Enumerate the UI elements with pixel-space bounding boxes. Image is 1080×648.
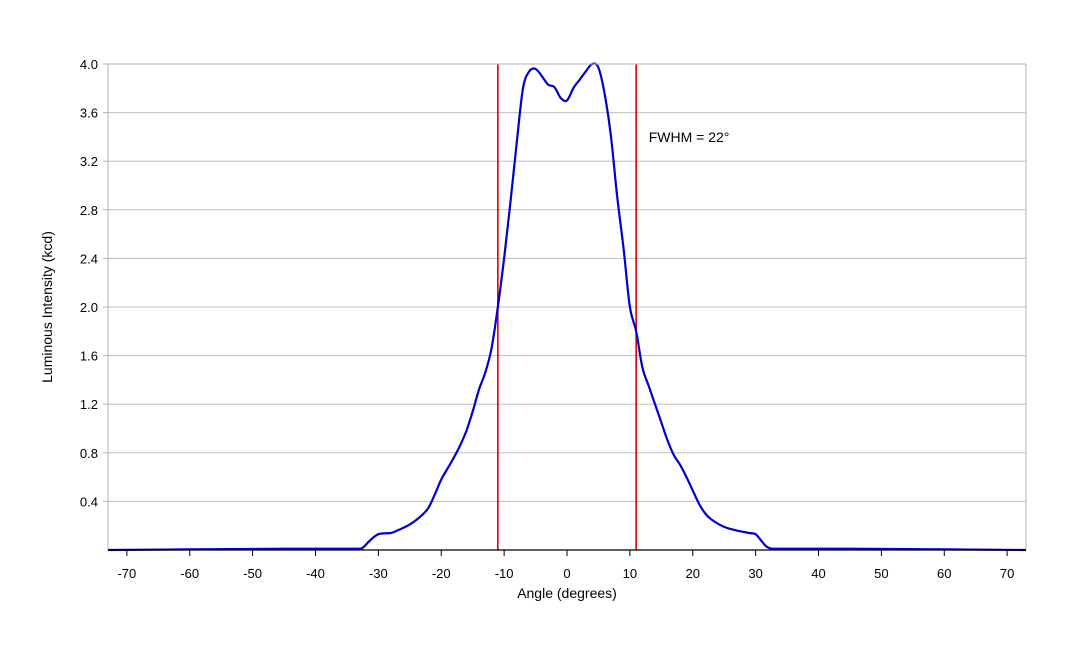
- x-tick-label-2: -50: [243, 566, 262, 581]
- y-tick-label-2: 1.2: [80, 397, 98, 412]
- y-tick-label-1: 0.8: [80, 446, 98, 461]
- x-tick-label-3: -40: [306, 566, 325, 581]
- data-series: [107, 62, 1027, 552]
- series-line-0: [107, 62, 1027, 552]
- x-tick-label-11: 40: [811, 566, 825, 581]
- y-tick-label-0: 0.4: [80, 494, 98, 509]
- x-tick-label-14: 70: [1000, 566, 1014, 581]
- y-tick-label-3: 1.6: [80, 349, 98, 364]
- x-axis-ticks: -70 -60 -50 -40 -30 -20 -10 0 10 20 30 40 50 60 70: [117, 550, 1014, 581]
- x-tick-label-13: 60: [937, 566, 951, 581]
- x-tick-label-9: 20: [686, 566, 700, 581]
- x-tick-label-1: -60: [180, 566, 199, 581]
- x-tick-label-10: 30: [748, 566, 762, 581]
- y-tick-label-6: 2.8: [80, 203, 98, 218]
- x-tick-label-7: 0: [563, 566, 570, 581]
- x-tick-label-8: 10: [623, 566, 637, 581]
- x-tick-label-12: 50: [874, 566, 888, 581]
- y-axis-title: Luminous Intensity (kcd): [39, 231, 55, 383]
- y-axis-ticks: 0.4 0.8 1.2 1.6 2.0 2.4 2.8 3.2 3.6 4.0: [80, 57, 108, 509]
- x-tick-label-6: -10: [495, 566, 514, 581]
- y-tick-label-7: 3.2: [80, 154, 98, 169]
- x-tick-label-4: -30: [369, 566, 388, 581]
- y-tick-label-8: 3.6: [80, 106, 98, 121]
- y-tick-label-4: 2.0: [80, 300, 98, 315]
- y-tick-label-5: 2.4: [80, 251, 98, 266]
- x-tick-label-5: -20: [432, 566, 451, 581]
- x-axis-title: Angle (degrees): [517, 585, 617, 601]
- fwhm-annotation: FWHM = 22°: [649, 129, 730, 145]
- x-tick-label-0: -70: [117, 566, 136, 581]
- y-tick-label-9: 4.0: [80, 57, 98, 72]
